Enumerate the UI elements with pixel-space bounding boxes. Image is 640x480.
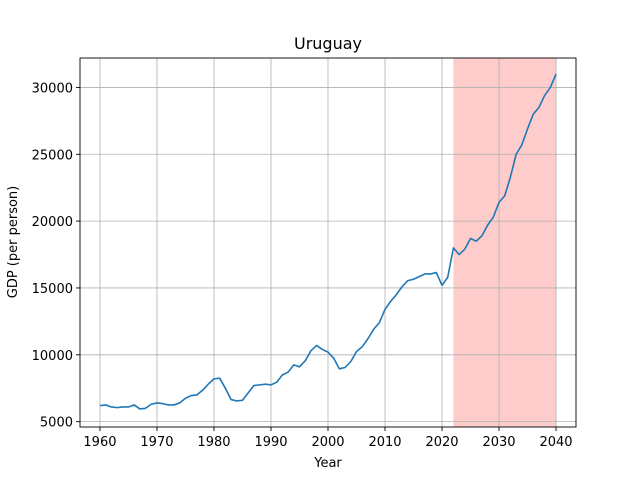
x-tick-label: 1960	[83, 435, 116, 450]
x-tick-label: 2030	[482, 435, 515, 450]
y-tick-label: 15000	[32, 282, 73, 297]
x-tick-label: 1990	[254, 435, 287, 450]
gdp-series-line	[99, 73, 557, 410]
y-tick-label: 20000	[32, 215, 73, 230]
y-tick-label: 5000	[40, 416, 73, 431]
x-tick-label: 2000	[311, 435, 344, 450]
tick-layer: 1960 1970 1980 1990 2000 2010 2020 2030 2040 5000…	[32, 81, 573, 450]
forecast-highlight-region	[453, 58, 557, 427]
x-axis-label: Year	[313, 456, 342, 471]
x-tick-label: 2040	[539, 435, 572, 450]
y-tick-label: 25000	[32, 148, 73, 163]
grid-layer	[80, 58, 576, 427]
x-tick-label: 1980	[197, 435, 230, 450]
y-axis-label: GDP (per person)	[6, 186, 21, 299]
y-tick-label: 10000	[32, 349, 73, 364]
x-tick-label: 1970	[140, 435, 173, 450]
x-tick-label: 2020	[425, 435, 458, 450]
x-tick-label: 2010	[368, 435, 401, 450]
chart-title: Uruguay	[294, 34, 362, 53]
y-tick-label: 30000	[32, 81, 73, 96]
line-layer	[99, 73, 557, 410]
highlight-layer	[453, 58, 557, 427]
